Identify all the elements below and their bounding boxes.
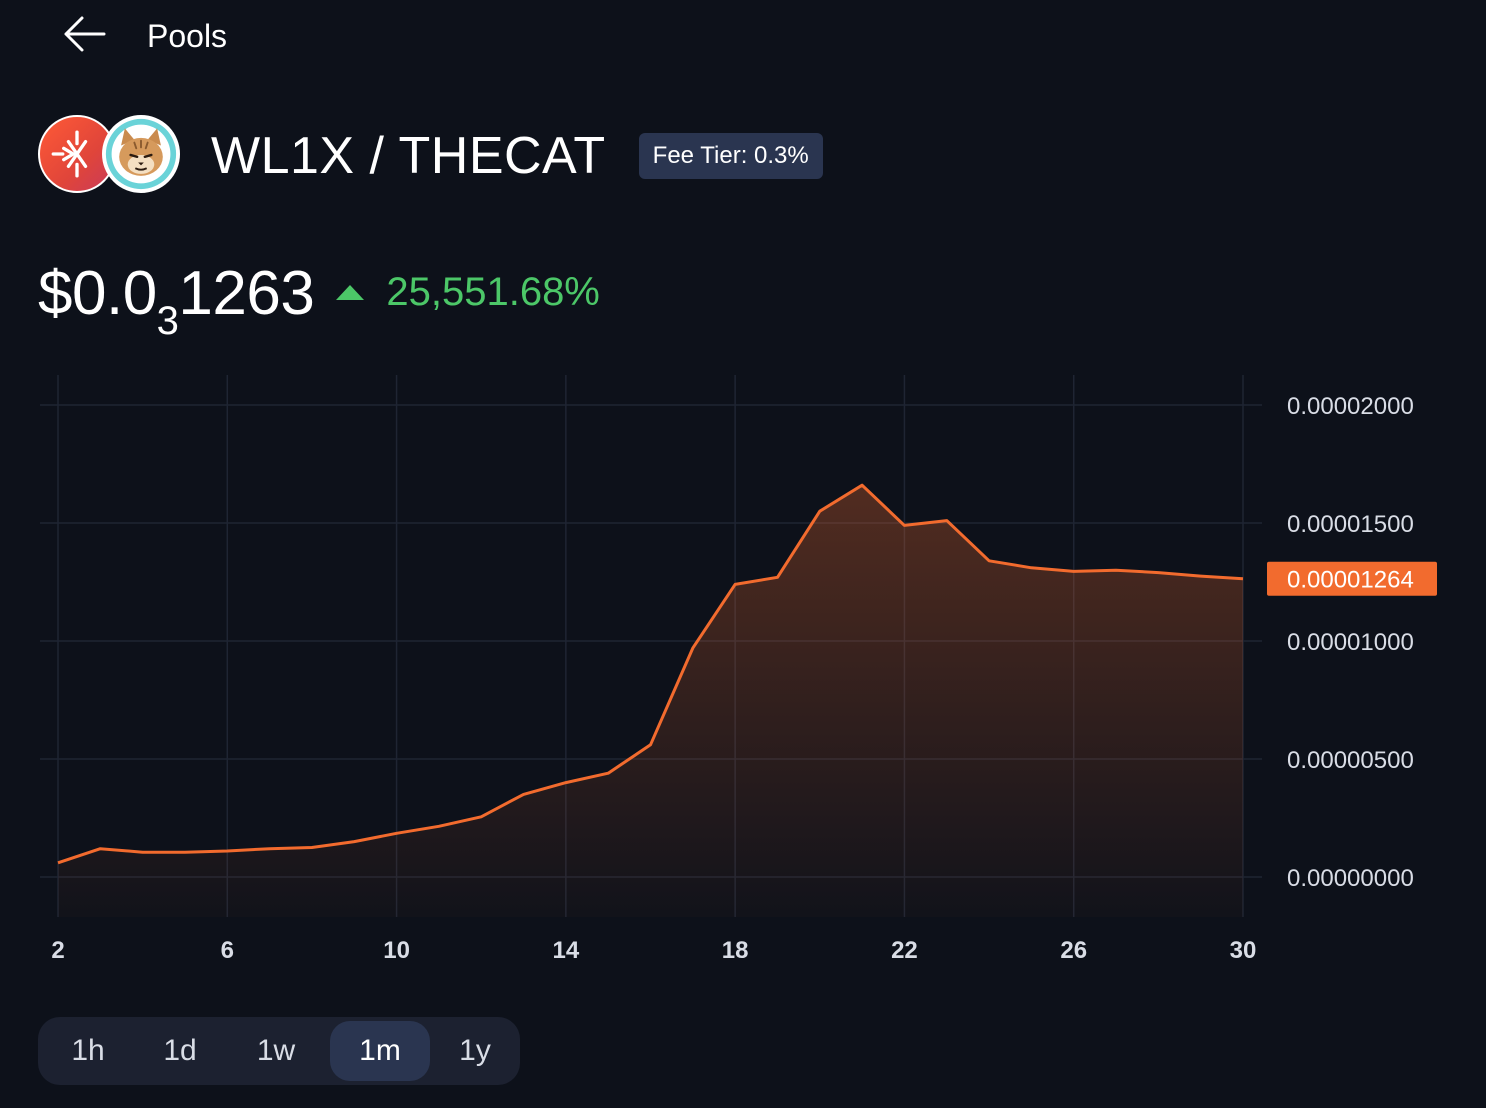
x-tick-label: 2 (51, 937, 64, 964)
pool-title: WL1X / THECAT (211, 127, 606, 185)
back-button[interactable]: Pools (62, 12, 227, 60)
token-icon-pair (38, 115, 180, 197)
pool-header: WL1X / THECAT Fee Tier: 0.3% (38, 114, 823, 198)
x-tick-label: 14 (553, 937, 580, 964)
price-chart[interactable]: 0.00000000 0.00000500 0.00001000 0.00001500… (0, 360, 1486, 970)
range-button-1m[interactable]: 1m (330, 1021, 430, 1081)
current-price-marker: 0.00001264 (1267, 561, 1437, 596)
back-label: Pools (147, 17, 228, 54)
current-price-tag-label: 0.00001264 (1287, 567, 1414, 594)
x-tick-label: 10 (383, 937, 410, 964)
price-zero-count: 3 (156, 299, 179, 343)
range-button-1d[interactable]: 1d (163, 1034, 197, 1067)
current-price-tag (1267, 561, 1437, 596)
y-tick-label: 0.00001500 (1287, 511, 1414, 538)
x-tick-label: 30 (1230, 937, 1257, 964)
price-line (57, 483, 1244, 865)
price-area (58, 485, 1243, 917)
price-prefix: $0.0 (38, 259, 157, 328)
current-price: $0.031263 (38, 258, 315, 343)
price-digits: 1263 (178, 259, 315, 328)
fee-tier-badge: Fee Tier: 0.3% (638, 133, 823, 179)
y-tick-label: 0.00002000 (1287, 393, 1414, 420)
y-tick-label: 0.00000000 (1287, 865, 1414, 892)
price-summary: $0.031263 25,551.68% (38, 258, 600, 348)
time-range-selector: 1h 1d 1w 1m 1y (38, 1017, 520, 1085)
price-change-value: 25,551.68% (386, 270, 600, 314)
x-tick-label: 18 (722, 937, 749, 964)
y-axis: 0.00000000 0.00000500 0.00001000 0.00001500… (1287, 393, 1414, 892)
x-axis: 2 6 10 14 18 22 26 30 (51, 937, 1256, 964)
range-button-1h[interactable]: 1h (71, 1034, 105, 1067)
y-tick-label: 0.00001000 (1287, 629, 1414, 656)
y-tick-label: 0.00000500 (1287, 747, 1414, 774)
x-tick-label: 6 (221, 937, 234, 964)
x-tick-label: 26 (1060, 937, 1087, 964)
range-button-1y[interactable]: 1y (459, 1034, 491, 1067)
x-tick-label: 22 (891, 937, 918, 964)
up-triangle-icon (336, 285, 365, 300)
arrow-left-icon (62, 14, 106, 59)
price-change: 25,551.68% (336, 270, 600, 315)
range-button-1w[interactable]: 1w (256, 1034, 296, 1067)
thecat-token-icon (102, 115, 180, 193)
